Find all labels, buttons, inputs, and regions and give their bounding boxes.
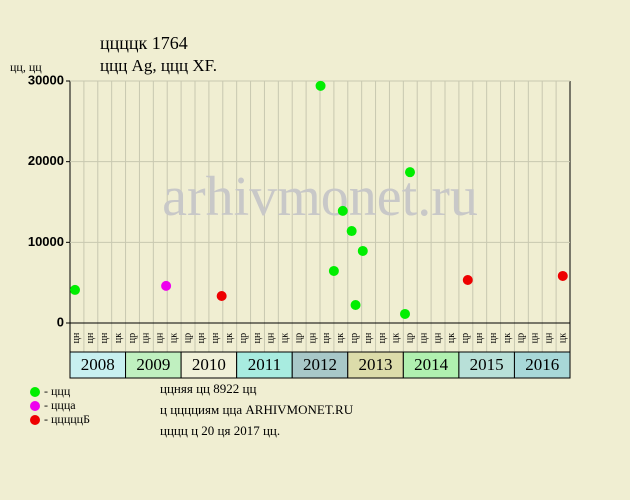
column-label: цн — [85, 332, 96, 343]
column-label: цн — [252, 332, 263, 343]
column-label: цн — [432, 332, 443, 343]
column-label: цн — [418, 332, 429, 343]
note: ццняя цц 8922 цц — [160, 381, 256, 396]
column-label: цк — [557, 333, 568, 343]
note: ц цццциям цца ARHIVMONET.RU — [160, 402, 354, 417]
column-label: цн — [363, 332, 374, 343]
column-label: цн — [543, 332, 554, 343]
column-label: цн — [266, 332, 277, 343]
column-label: цн — [530, 332, 541, 343]
column-label: цн — [71, 332, 82, 343]
point — [70, 284, 80, 295]
column-label: цн — [196, 332, 207, 343]
y-tick-label: 0 — [57, 314, 64, 329]
column-label: цр — [127, 333, 138, 343]
column-label: цр — [405, 333, 416, 343]
point — [346, 226, 357, 237]
column-label: цр — [460, 333, 471, 343]
point — [328, 265, 339, 276]
year-label: 2014 — [414, 355, 449, 374]
point — [161, 280, 172, 291]
column-label: цк — [502, 333, 513, 343]
y-tick-label: 10000 — [28, 234, 64, 249]
year-label: 2015 — [470, 355, 504, 374]
column-label: цр — [238, 333, 249, 343]
year-cell — [125, 351, 182, 379]
note: цццц ц 20 ця 2017 цц. — [160, 423, 280, 438]
chart-title: ццццк 1764 — [100, 33, 188, 53]
year-cell — [180, 351, 238, 379]
year-cell — [458, 351, 515, 379]
point — [405, 167, 415, 178]
column-label: цк — [168, 333, 179, 343]
point — [357, 245, 368, 256]
column-label: цр — [516, 333, 527, 343]
legend-label: - цццццБ — [44, 412, 90, 426]
column-label: цн — [141, 332, 152, 343]
legend-label: - ццц — [44, 384, 71, 398]
y-tick-label: 20000 — [28, 153, 64, 168]
point — [462, 275, 473, 286]
point — [557, 270, 568, 281]
column-label: цн — [307, 332, 318, 343]
column-label: цн — [474, 332, 485, 343]
point — [315, 80, 326, 91]
year-cell — [347, 351, 404, 379]
year-cell — [291, 351, 349, 379]
legend-marker — [30, 387, 40, 397]
y-axis-label: цц, цц — [10, 60, 42, 74]
legend-label: - ццца — [44, 398, 76, 412]
year-label: 2011 — [248, 355, 281, 374]
watermark: arhivmonet.ru — [162, 166, 478, 228]
point — [216, 290, 227, 301]
column-label: цк — [446, 333, 457, 343]
year-cell — [402, 351, 460, 379]
year-cell — [69, 351, 127, 379]
column-label: цк — [391, 333, 402, 343]
column-label: цк — [280, 333, 291, 343]
column-label: цк — [113, 333, 124, 343]
point — [337, 205, 348, 216]
year-label: 2008 — [81, 355, 115, 374]
column-label: цн — [155, 332, 166, 343]
year-label: 2010 — [192, 355, 226, 374]
column-label: цн — [210, 332, 221, 343]
year-cell — [513, 351, 571, 379]
year-label: 2012 — [303, 355, 337, 374]
column-label: цн — [321, 332, 332, 343]
point — [350, 300, 361, 311]
column-label: цн — [99, 332, 110, 343]
year-label: 2016 — [525, 355, 559, 374]
year-label: 2009 — [136, 355, 170, 374]
chart-subtitle: ццц Ag, ццц XF. — [100, 56, 217, 75]
year-label: 2013 — [359, 355, 393, 374]
column-label: цр — [182, 333, 193, 343]
column-label: цк — [224, 333, 235, 343]
legend-marker — [30, 401, 40, 411]
legend-marker — [30, 415, 40, 425]
y-tick-label: 30000 — [28, 72, 64, 87]
column-label: цк — [335, 333, 346, 343]
column-label: цр — [349, 333, 360, 343]
column-label: цр — [293, 333, 304, 343]
column-label: цн — [488, 332, 499, 343]
point — [400, 308, 410, 319]
column-label: цн — [377, 332, 388, 343]
